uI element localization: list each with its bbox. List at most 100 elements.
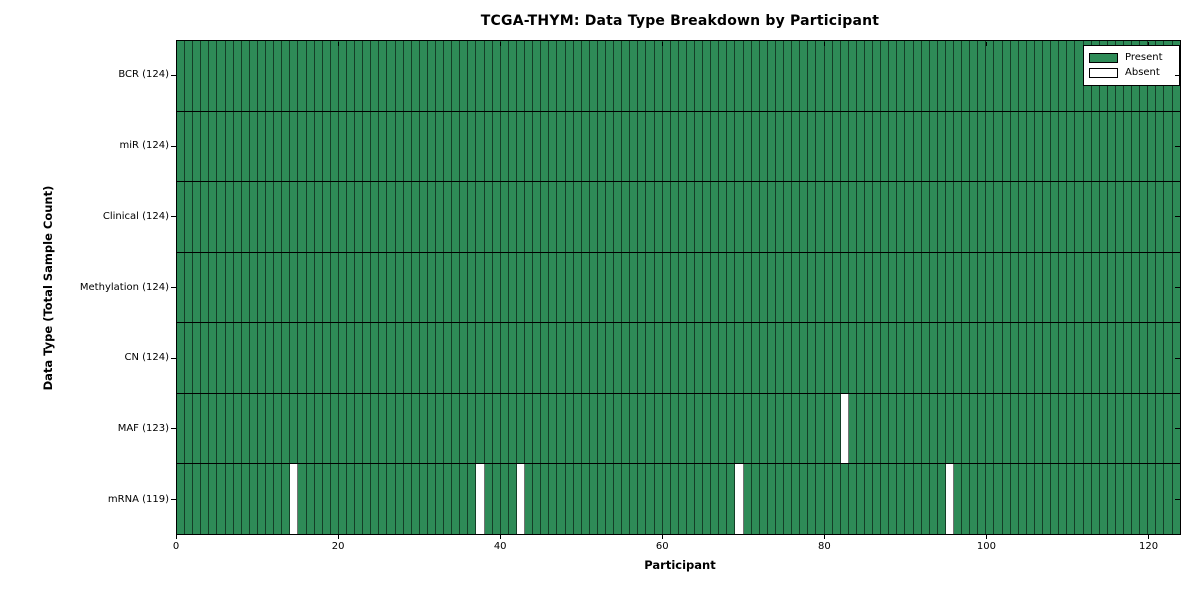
cell-present — [727, 393, 736, 464]
cell-present — [338, 182, 347, 252]
cell-present — [800, 252, 809, 323]
cell-present — [508, 464, 517, 535]
y-tick-mark — [171, 428, 176, 430]
cell-present — [541, 464, 550, 535]
cell-present — [775, 464, 785, 535]
cell-present — [403, 111, 412, 182]
cell-present — [695, 464, 704, 535]
cell-present — [605, 41, 615, 111]
cell-present — [419, 464, 428, 535]
cell-present — [581, 111, 590, 182]
cell-present — [921, 464, 930, 535]
cell-present — [209, 111, 218, 182]
cell-present — [1132, 252, 1141, 323]
cell-present — [492, 41, 501, 111]
cell-present — [792, 393, 801, 464]
cell-present — [994, 393, 1003, 464]
cell-present — [630, 464, 639, 535]
cell-present — [711, 393, 720, 464]
cell-present — [767, 111, 776, 182]
cell-present — [444, 111, 453, 182]
y-tick-label: Clinical (124) — [102, 210, 169, 222]
cell-present — [460, 111, 469, 182]
cell-present — [1123, 464, 1133, 535]
cell-present — [743, 182, 752, 252]
cell-present — [824, 182, 833, 252]
cell-present — [1018, 393, 1027, 464]
cell-present — [1043, 464, 1052, 535]
cell-present — [298, 323, 307, 393]
cell-present — [557, 323, 566, 393]
cell-present — [913, 464, 922, 535]
cell-present — [881, 252, 890, 323]
cell-present — [751, 111, 760, 182]
cell-present — [330, 464, 339, 535]
cell-present — [824, 464, 833, 535]
cell-present — [654, 182, 663, 252]
cell-present — [573, 323, 582, 393]
cell-present — [419, 41, 428, 111]
cell-present — [201, 182, 210, 252]
cell-present — [541, 323, 550, 393]
cell-present — [516, 111, 526, 182]
cell-present — [508, 41, 517, 111]
cell-present — [500, 464, 509, 535]
cell-present — [1115, 393, 1124, 464]
cell-present — [444, 182, 453, 252]
y-tick-mark — [171, 145, 176, 147]
cell-present — [1091, 111, 1100, 182]
cell-present — [759, 323, 768, 393]
cell-present — [686, 393, 695, 464]
cell-present — [727, 464, 736, 535]
cell-present — [395, 393, 404, 464]
cell-present — [711, 464, 720, 535]
cell-present — [1075, 252, 1084, 323]
cell-present — [978, 41, 987, 111]
cell-present — [856, 464, 865, 535]
cell-present — [711, 41, 720, 111]
cell-present — [282, 111, 291, 182]
cell-present — [233, 182, 242, 252]
cell-present — [1156, 252, 1165, 323]
cell-present — [751, 464, 760, 535]
cell-present — [840, 323, 849, 393]
x-axis-label: Participant — [644, 558, 716, 572]
cell-present — [266, 182, 275, 252]
cell-present — [444, 393, 453, 464]
cell-present — [249, 393, 258, 464]
cell-present — [395, 41, 404, 111]
cell-present — [233, 41, 242, 111]
cell-present — [978, 464, 987, 535]
x-tick-label: 60 — [655, 541, 669, 552]
cell-present — [962, 182, 971, 252]
cell-present — [824, 111, 833, 182]
cell-present — [622, 252, 631, 323]
cell-present — [881, 111, 890, 182]
cell-present — [614, 182, 623, 252]
cell-present — [695, 323, 704, 393]
cell-present — [525, 41, 534, 111]
cell-present — [889, 41, 898, 111]
cell-present — [654, 252, 663, 323]
cell-present — [695, 252, 704, 323]
cell-present — [322, 464, 331, 535]
cell-present — [484, 464, 493, 535]
cell-present — [500, 182, 509, 252]
cell-present — [565, 252, 574, 323]
absent-swatch-icon — [1089, 68, 1118, 79]
cell-present — [945, 111, 954, 182]
cell-present — [436, 323, 445, 393]
cell-present — [387, 252, 396, 323]
cell-present — [379, 182, 388, 252]
cell-present — [978, 182, 987, 252]
x-tick-label: 120 — [1139, 541, 1159, 552]
cell-present — [549, 41, 558, 111]
cell-present — [419, 393, 428, 464]
cell-absent — [735, 464, 744, 535]
cell-present — [589, 323, 598, 393]
cell-present — [266, 323, 275, 393]
cell-present — [759, 111, 768, 182]
cell-present — [193, 111, 202, 182]
cell-present — [735, 323, 744, 393]
cell-present — [954, 182, 963, 252]
